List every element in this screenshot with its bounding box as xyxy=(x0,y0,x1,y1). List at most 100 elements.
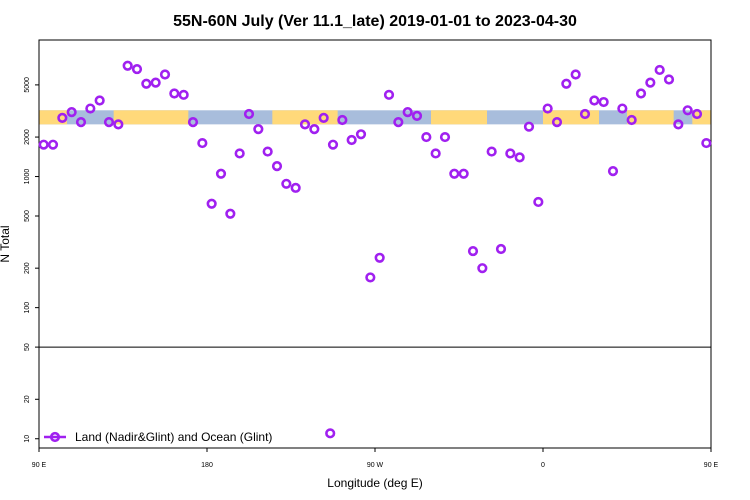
data-point xyxy=(271,161,283,172)
data-point xyxy=(113,119,124,130)
data-point xyxy=(253,124,264,135)
data-point xyxy=(542,103,553,114)
y-tick-label: 20 xyxy=(24,395,31,403)
data-points xyxy=(38,60,712,439)
data-point xyxy=(439,131,451,143)
data-point xyxy=(402,107,413,118)
data-point xyxy=(103,117,115,128)
data-point xyxy=(449,168,460,179)
band-land xyxy=(113,110,189,125)
data-point xyxy=(598,96,609,108)
x-tick-label: 0 xyxy=(541,462,545,469)
band-land xyxy=(627,110,674,125)
data-point xyxy=(421,131,432,143)
data-point xyxy=(701,137,712,149)
data-point xyxy=(243,108,255,120)
data-point xyxy=(579,108,591,120)
data-point xyxy=(197,137,208,149)
data-point xyxy=(430,148,441,159)
data-point xyxy=(589,95,600,106)
y-tick-label: 500 xyxy=(24,210,31,222)
chart-title: 55N-60N July (Ver 11.1_late) 2019-01-01 … xyxy=(173,13,577,30)
data-point xyxy=(318,112,329,124)
data-point xyxy=(645,77,656,88)
data-point xyxy=(187,117,199,128)
data-point xyxy=(570,69,581,80)
x-axis: 90 E 180 90 W 0 90 E xyxy=(32,448,719,469)
data-point xyxy=(131,63,143,75)
data-point xyxy=(122,60,133,71)
data-point xyxy=(467,245,479,257)
data-point xyxy=(325,428,336,439)
data-point xyxy=(75,117,87,128)
data-point xyxy=(327,139,339,150)
data-point xyxy=(299,119,311,130)
data-point xyxy=(57,112,68,124)
surface-band xyxy=(39,110,711,125)
data-point xyxy=(309,124,320,135)
data-point xyxy=(355,129,367,140)
data-point xyxy=(38,139,49,150)
x-tick-label: 90 E xyxy=(704,462,719,469)
data-point xyxy=(141,78,152,89)
data-point xyxy=(225,208,236,219)
data-point xyxy=(337,114,348,126)
data-point xyxy=(551,117,563,128)
x-tick-label: 90 E xyxy=(32,462,47,469)
data-point xyxy=(150,77,161,88)
data-point xyxy=(477,263,488,274)
data-point xyxy=(178,89,189,100)
band-land xyxy=(692,110,711,125)
data-point xyxy=(533,196,544,208)
band-land xyxy=(431,110,487,125)
data-point xyxy=(66,107,77,118)
data-point xyxy=(607,166,619,177)
data-point xyxy=(505,148,516,159)
data-point xyxy=(654,64,665,76)
data-point xyxy=(486,146,497,157)
y-tick-label: 2000 xyxy=(24,129,31,145)
data-point xyxy=(663,74,675,85)
x-tick-label: 90 W xyxy=(367,462,384,469)
data-point xyxy=(47,139,59,150)
data-point xyxy=(561,78,572,89)
data-point xyxy=(635,88,647,99)
data-point xyxy=(281,178,292,189)
data-point xyxy=(682,105,693,116)
data-point xyxy=(159,69,171,80)
band-land xyxy=(543,110,599,125)
legend: Land (Nadir&Glint) and Ocean (Glint) xyxy=(44,430,272,444)
data-point xyxy=(411,110,423,122)
data-point xyxy=(215,168,227,179)
y-tick-label: 100 xyxy=(24,302,31,314)
legend-swatch-marker xyxy=(49,431,61,443)
data-point xyxy=(374,252,385,263)
data-point xyxy=(365,272,376,283)
data-point xyxy=(691,108,703,120)
data-point xyxy=(626,114,637,126)
plot-frame xyxy=(38,39,712,449)
x-axis-title: Longitude (deg E) xyxy=(327,476,422,490)
y-tick-label: 200 xyxy=(24,262,31,274)
x-tick-label: 180 xyxy=(201,462,213,469)
data-point xyxy=(458,168,469,179)
y-tick-label: 50 xyxy=(24,343,31,351)
data-point xyxy=(495,243,507,255)
y-tick-label: 10 xyxy=(24,435,31,443)
data-point xyxy=(393,117,404,128)
data-point xyxy=(673,119,684,130)
data-point xyxy=(617,103,628,114)
y-tick-label: 5000 xyxy=(24,77,31,93)
data-point xyxy=(262,146,273,157)
data-point xyxy=(169,88,180,99)
data-point xyxy=(346,134,357,146)
data-point xyxy=(523,121,535,132)
data-point xyxy=(514,152,525,163)
data-point xyxy=(234,148,245,159)
legend-label: Land (Nadir&Glint) and Ocean (Glint) xyxy=(75,430,272,444)
data-point xyxy=(85,103,96,114)
y-tick-label: 1000 xyxy=(24,169,31,185)
y-axis-title: N Total xyxy=(0,225,12,262)
data-point xyxy=(206,198,217,209)
